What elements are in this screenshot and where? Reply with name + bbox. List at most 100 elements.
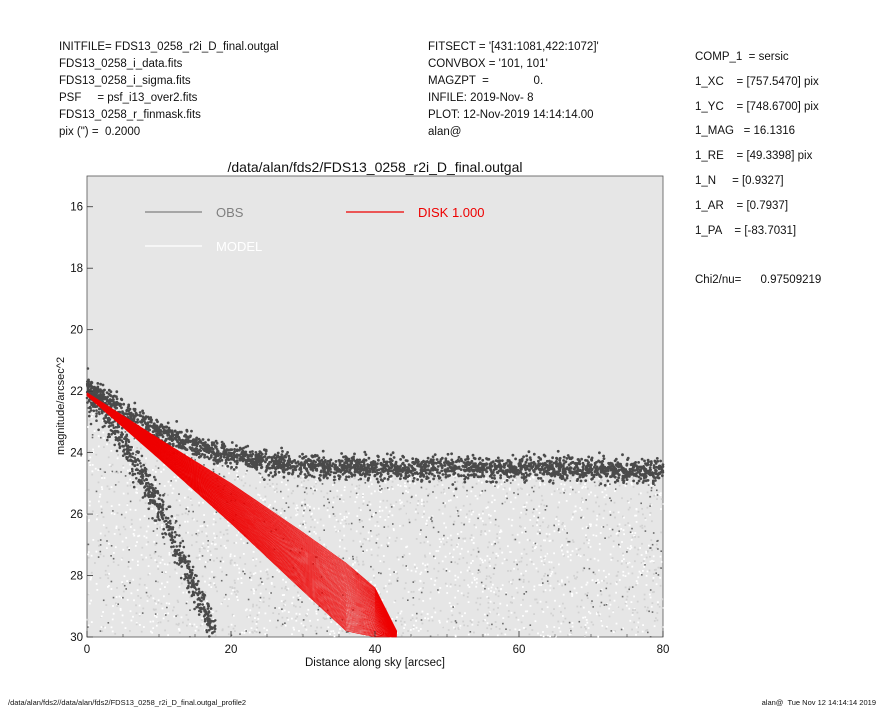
obs-faint-point (550, 612, 553, 615)
obs-faint-point (147, 573, 150, 576)
obs-faint-point (187, 618, 190, 621)
obs-point (315, 463, 319, 467)
obs-faint-point (422, 582, 425, 584)
obs-point (652, 472, 655, 476)
obs-faint-point (508, 473, 510, 476)
obs-faint-point (426, 565, 429, 568)
obs-faint-point (529, 558, 532, 561)
obs-point (118, 402, 122, 406)
obs-faint-point (499, 602, 502, 605)
obs-point (226, 464, 230, 468)
obs-point (307, 473, 311, 477)
obs-point (241, 449, 245, 453)
obs-faint-point (542, 478, 545, 480)
obs-faint-point (475, 601, 478, 604)
obs-faint-point (108, 441, 111, 444)
obs-faint-point (377, 590, 380, 593)
obs-point (386, 477, 390, 481)
obs-faint-point (581, 497, 583, 500)
obs-faint-point (641, 476, 644, 479)
obs-point (454, 487, 458, 491)
obs-faint-point (549, 575, 552, 577)
obs-faint-point (279, 515, 282, 518)
obs-faint-point (495, 587, 498, 590)
obs-faint-point (625, 480, 628, 482)
obs-faint-point (374, 490, 376, 493)
obs-faint-point (497, 607, 499, 609)
obs-scatter-point (157, 467, 160, 469)
obs-point (540, 465, 544, 469)
obs-faint-point (450, 609, 453, 612)
obs-point (136, 418, 140, 421)
obs-faint-point (257, 618, 260, 620)
obs-faint-point (519, 525, 521, 528)
obs-faint-point (479, 564, 482, 567)
obs-faint-point (423, 541, 426, 544)
obs-faint-point (227, 524, 230, 527)
obs-faint-point (240, 538, 242, 541)
obs-scatter-point (420, 591, 423, 594)
obs-faint-point (466, 596, 469, 598)
header-left-line-2: FDS13_0258_i_sigma.fits (59, 75, 191, 87)
obs-scatter-point (161, 571, 163, 574)
obs-faint-point (143, 535, 146, 538)
obs-faint-point (231, 586, 234, 589)
obs-faint-point (310, 526, 312, 528)
obs-point (345, 461, 349, 465)
obs-point (580, 457, 583, 461)
obs-faint-point (186, 601, 188, 604)
obs-faint-point (661, 503, 664, 505)
obs-faint-point (508, 488, 511, 491)
obs-faint-point (299, 606, 302, 608)
obs-faint-point (595, 534, 598, 537)
obs-faint-point (424, 554, 426, 557)
obs-faint-point (490, 627, 493, 630)
obs-point (499, 463, 502, 467)
obs-faint-point (320, 490, 323, 493)
obs-faint-point (641, 524, 643, 527)
obs-point (427, 472, 431, 476)
obs-faint-point (460, 522, 463, 524)
obs-faint-point (598, 614, 601, 617)
obs-faint-point (646, 606, 649, 609)
obs-scatter-point (648, 610, 650, 613)
obs-faint-point (540, 503, 543, 506)
obs-point (431, 455, 435, 459)
obs-scatter-point (450, 561, 453, 563)
obs-faint-point (471, 581, 473, 584)
obs-faint-point (538, 486, 541, 489)
obs-faint-point (446, 592, 449, 594)
obs-faint-point (175, 499, 178, 502)
obs-faint-point (236, 596, 238, 598)
obs-scatter-point (649, 496, 651, 498)
obs-faint-point (135, 488, 138, 491)
obs-faint-point (365, 538, 367, 541)
obs-faint-point (249, 614, 252, 617)
obs-point (509, 474, 513, 478)
obs-faint-point (355, 558, 358, 561)
obs-point (507, 475, 511, 479)
obs-point (168, 442, 172, 446)
obs-faint-point (632, 477, 634, 479)
obs-faint-point (172, 487, 175, 490)
obs-faint-point (642, 570, 644, 572)
obs-point (495, 480, 498, 484)
obs-faint-point (541, 608, 543, 610)
obs-faint-point (437, 479, 440, 481)
obs-faint-point (198, 558, 201, 561)
obs-faint-point (659, 492, 662, 495)
obs-faint-point (395, 501, 398, 503)
obs-scatter-point (302, 619, 305, 621)
obs-faint-point (622, 574, 625, 577)
obs-faint-point (161, 607, 164, 610)
obs-faint-point (147, 525, 150, 528)
obs-faint-point (399, 485, 402, 487)
obs-faint-point (353, 614, 356, 617)
obs-faint-point (569, 554, 572, 556)
obs-scatter-point (628, 588, 630, 591)
obs-scatter-point (308, 530, 311, 533)
obs-faint-point (208, 577, 211, 580)
obs-faint-point (327, 626, 330, 629)
obs-faint-point (646, 491, 649, 494)
obs-faint-point (333, 632, 336, 635)
